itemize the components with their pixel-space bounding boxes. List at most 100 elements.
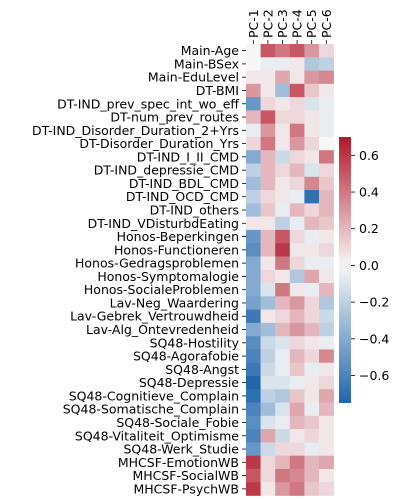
heatmap-cell xyxy=(275,482,291,496)
heatmap-cell xyxy=(246,256,261,271)
row-label: SQ48-Hostility xyxy=(150,335,240,350)
heatmap-cell xyxy=(319,150,334,164)
row-label: DT-IND_depressie_CMD xyxy=(94,163,239,178)
heatmap-cell xyxy=(304,402,320,417)
heatmap-cell xyxy=(319,389,334,403)
heatmap-cell xyxy=(289,442,305,456)
heatmap-cell xyxy=(246,97,261,111)
heatmap-cell xyxy=(319,216,334,231)
heatmap-cell xyxy=(289,455,305,470)
heatmap-cell xyxy=(319,349,334,364)
row-label: DT-IND_BDL_CMD xyxy=(129,176,239,191)
column-label: PC-6 xyxy=(319,9,334,38)
heatmap-cell xyxy=(289,97,305,111)
heatmap-cell xyxy=(289,216,305,231)
row-label: DT-BMI xyxy=(196,83,239,98)
heatmap-cell xyxy=(319,429,334,443)
heatmap-cell xyxy=(289,322,305,337)
heatmap-cell xyxy=(289,256,305,271)
heatmap-cell xyxy=(275,296,291,310)
heatmap-cell xyxy=(275,256,291,271)
heatmap-cell xyxy=(275,415,291,430)
row-label: Main-Age xyxy=(181,43,240,58)
heatmap-cell xyxy=(260,57,276,71)
heatmap-cell xyxy=(319,136,334,151)
heatmap-cell xyxy=(275,97,291,111)
heatmap-cell xyxy=(304,163,320,178)
heatmap-cell xyxy=(246,123,261,138)
heatmap-cell xyxy=(275,389,291,403)
heatmap-cell xyxy=(319,57,334,71)
heatmap-cell xyxy=(289,70,305,85)
heatmap-cell xyxy=(304,216,320,231)
heatmap-cell xyxy=(275,229,291,244)
heatmap-cell xyxy=(304,57,320,71)
colorbar-tick-label: 0.4 xyxy=(359,185,379,200)
heatmap-cell xyxy=(304,296,320,310)
heatmap-cell xyxy=(260,176,276,191)
heatmap-cell xyxy=(289,83,305,98)
heatmap-cell xyxy=(319,442,334,456)
heatmap-cell xyxy=(289,176,305,191)
heatmap-cell xyxy=(319,296,334,310)
row-label: SQ48-Vitaliteit_Optimisme xyxy=(75,428,239,443)
heatmap-cell xyxy=(304,389,320,403)
heatmap-cell xyxy=(275,429,291,443)
row-label: DT-IND_Disorder_Duration_2+Yrs xyxy=(32,123,239,138)
heatmap-cell xyxy=(289,269,305,284)
heatmap-cell xyxy=(260,336,276,350)
heatmap-cell xyxy=(246,336,261,350)
heatmap-cell xyxy=(260,429,276,443)
heatmap-cell xyxy=(246,389,261,403)
heatmap-cell xyxy=(275,269,291,284)
heatmap-cell xyxy=(304,256,320,271)
heatmap-cell xyxy=(246,150,261,164)
heatmap-cell xyxy=(260,415,276,430)
heatmap-cell xyxy=(275,110,291,124)
row-label: DT-IND_prev_spec_int_wo_eff xyxy=(57,96,239,111)
heatmap-cell xyxy=(319,110,334,124)
heatmap-cell xyxy=(260,150,276,164)
heatmap-cell xyxy=(304,269,320,284)
heatmap-cell xyxy=(289,415,305,430)
heatmap-cell xyxy=(289,44,305,58)
heatmap-cell xyxy=(260,283,276,297)
row-label: Honos-SocialeProblemen xyxy=(84,282,239,297)
row-label: Honos-Gedragsproblemen xyxy=(75,256,239,271)
heatmap-cell xyxy=(304,203,320,217)
heatmap-cell xyxy=(260,296,276,310)
row-label: Honos-Beperkingen xyxy=(117,229,239,244)
colorbar-tick-label: 0.2 xyxy=(359,221,379,236)
heatmap-cell xyxy=(304,176,320,191)
colorbar-tick-label: 0.0 xyxy=(359,258,379,273)
heatmap-cell xyxy=(304,349,320,364)
row-label: SQ48-Somatische_Complain xyxy=(63,402,239,417)
heatmap-cell xyxy=(319,229,334,244)
column-label: PC-3 xyxy=(275,9,290,38)
heatmap-cell xyxy=(304,44,320,58)
heatmap-cell xyxy=(289,296,305,310)
row-label: Lav-Alg_Ontevredenheid xyxy=(86,322,239,337)
heatmap-cell xyxy=(275,402,291,417)
row-label: SQ48-Angst xyxy=(165,362,239,377)
heatmap-cell xyxy=(275,322,291,337)
heatmap-cell xyxy=(275,123,291,138)
heatmap-cell xyxy=(275,176,291,191)
heatmap-cell xyxy=(275,468,291,483)
row-label: SQ48-Depressie xyxy=(139,375,239,390)
heatmap-cell xyxy=(304,110,320,124)
heatmap-cells xyxy=(246,44,334,496)
heatmap-cell xyxy=(275,442,291,456)
heatmap-cell xyxy=(304,442,320,456)
heatmap-cell xyxy=(319,376,334,390)
row-label: DT-IND_I_II_CMD xyxy=(137,149,239,164)
heatmap-cell xyxy=(289,389,305,403)
heatmap-cell xyxy=(304,70,320,85)
heatmap-cell xyxy=(319,362,334,377)
heatmap-cell xyxy=(289,468,305,483)
row-label: MHCSF-EmotionWB xyxy=(118,455,239,470)
heatmap-cell xyxy=(260,163,276,178)
row-label: Honos-Functioneren xyxy=(114,242,239,257)
heatmap-cell xyxy=(289,136,305,151)
